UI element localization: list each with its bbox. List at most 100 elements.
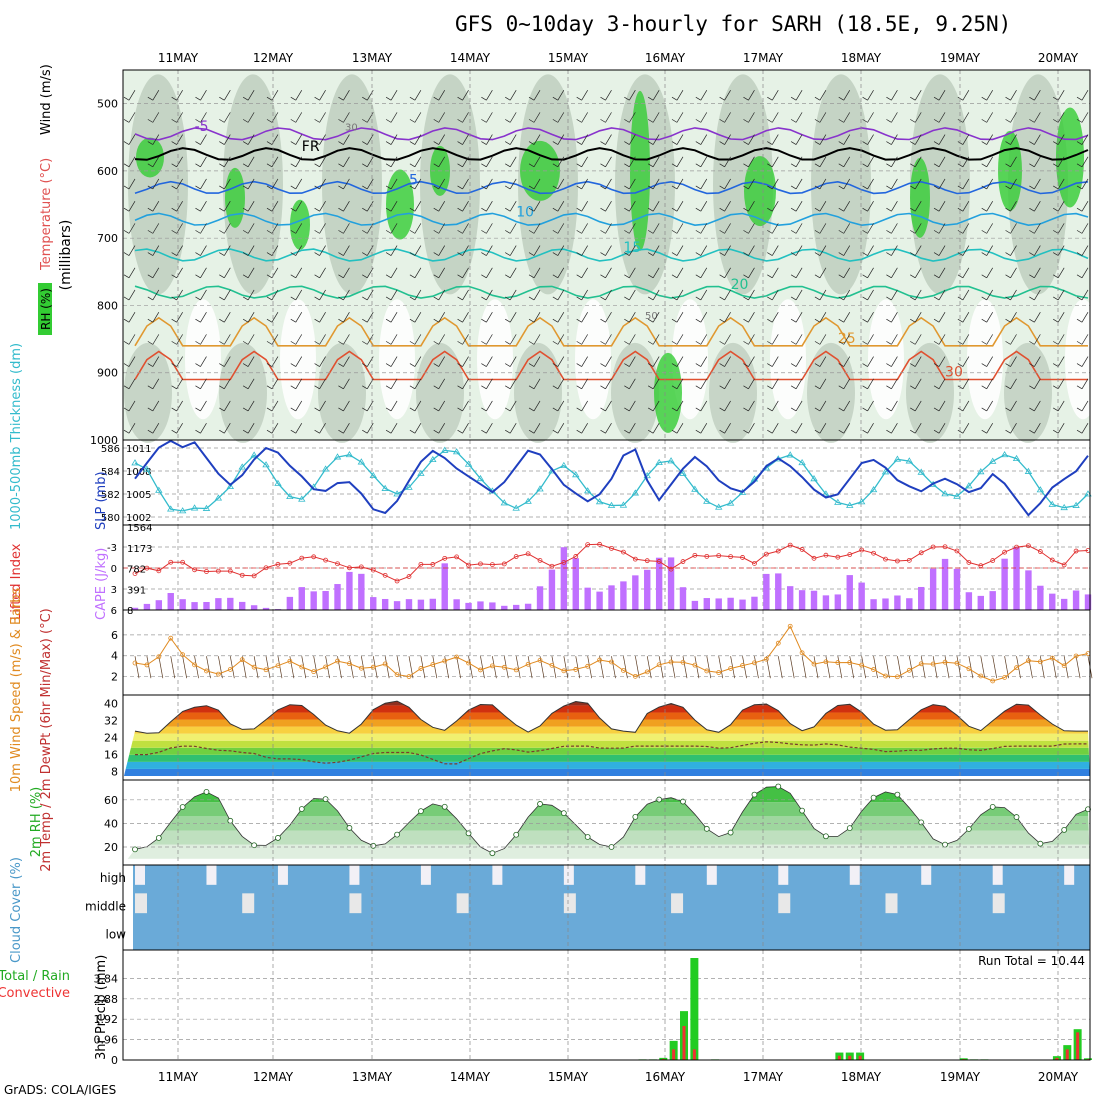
wind-barb-staff [414,378,422,389]
surface-wind-barb [920,656,926,679]
wind-barb-feather [981,385,987,390]
wind-barb-feather [457,385,463,390]
wind-barb [147,334,160,345]
wind-barb-staff [771,378,779,389]
wind-barb-feather [1052,163,1059,168]
wind-barb-feather [505,252,511,256]
wind-barb [862,178,874,190]
wind-barb [743,356,755,367]
precip-convective-bar [682,1026,686,1060]
wind-barb [314,400,326,412]
wind-barb-feather [457,230,463,234]
wind-barb-staff [557,267,565,278]
rh-dry-region [868,299,904,420]
wind-barb-feather [624,163,630,168]
wind-barb [576,90,588,101]
wind-barb [457,423,469,434]
wind-barb-feather [528,363,535,367]
wind-barb-staff [438,423,446,434]
wind-barb-staff [509,134,517,145]
lifted-tick-label: 0 [111,564,117,575]
wind-barb [647,400,660,412]
wind-barb-staff [867,223,874,234]
lifted-index-point [537,557,543,563]
wind-barb-feather [1005,274,1011,279]
wind-barb [123,90,136,101]
cape-bar [572,558,579,610]
wind-barb [1076,378,1089,390]
wind-barb [409,289,422,301]
precip-convective-bar [661,1058,665,1060]
cloud-gap-middle [242,893,255,914]
wind-barb-staff [1034,400,1041,412]
wind-barb-staff [676,400,684,412]
wind-barb-feather [933,429,940,434]
wind-barb-staff [652,156,660,167]
wind-barb-staff [223,223,231,234]
wind-barb [910,400,922,412]
wind-barb-feather [814,363,821,367]
wind-barb-feather [647,363,654,367]
cloud-gap-high [992,865,1003,885]
wind-barb [767,334,779,345]
wind-barb-feather [910,230,916,234]
wind-barb-feather [171,274,177,279]
wind-barb-staff [629,178,636,190]
thickness-point [143,465,151,472]
wind-barb-staff [867,289,874,301]
wind-barb [314,245,326,256]
wind-barb-feather [1052,407,1059,412]
wind-barb [457,378,469,390]
wind-barb-feather [1005,230,1011,234]
wind-barb-staff [1034,90,1041,101]
rh2m-point [560,810,567,817]
wind-barb-feather [933,296,940,301]
thickness-point [333,453,342,460]
cape-bar [941,558,949,610]
wind-barb [910,201,922,212]
wind-barb-feather [338,429,344,434]
lifted-index-point [918,550,924,556]
wind-barb [1005,156,1017,168]
wind-barb-staff [390,334,398,345]
rh-band [123,844,1090,859]
wind-barb [505,267,517,279]
wind-barb [695,378,708,390]
wind-barb [1029,245,1041,256]
wind-barb-feather [719,318,725,323]
wind-barb-feather [838,363,844,367]
surface-wind-barb [229,656,235,679]
wind-barb-feather [1029,274,1035,279]
wind-barb-staff [1081,378,1089,389]
wind-barb [219,334,231,345]
wind-barb-feather [314,274,320,279]
wind-barb-staff [223,267,231,278]
wind-barb [362,312,374,323]
wind-barb-feather [743,341,749,345]
wind-barb-feather [838,341,844,345]
rh-moist-region [219,342,267,443]
wind-barb [933,423,946,434]
wind-barb-feather [409,163,416,168]
rh2m-point [942,841,948,848]
rh-band [123,802,1090,817]
wind-barb-feather [1029,252,1035,256]
wind-barb-feather [838,429,844,434]
wind-barb [814,90,827,101]
wind-barb-staff [390,356,398,367]
wind-barb [743,423,755,434]
wind-barb [457,400,469,412]
wind-barb-feather [814,341,821,345]
rh2m-point [799,807,805,814]
wind-barb-feather [933,230,940,234]
wind-barb-feather [600,185,606,190]
isotherm-label: 10 [516,204,534,220]
wind-barb-staff [414,245,422,256]
wind-barb-feather [767,163,773,168]
lifted-index-point [406,574,412,579]
wind-barb-feather [767,119,773,123]
wind-barb [576,267,588,279]
wind-barb-feather [1076,230,1083,234]
wind-barb-feather [457,341,463,345]
wind-barb [981,356,994,367]
